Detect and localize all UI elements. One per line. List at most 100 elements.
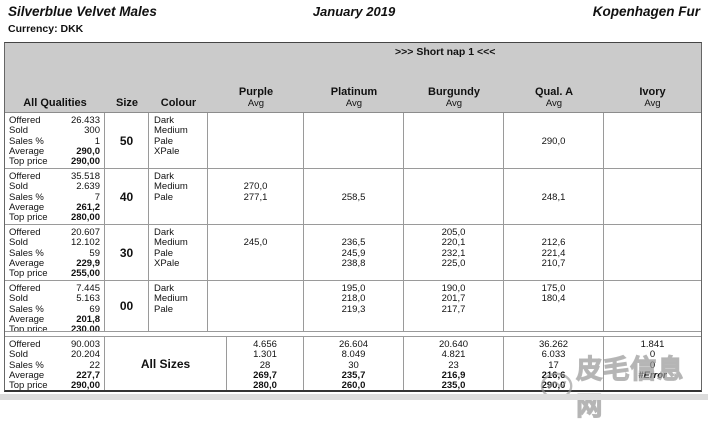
stat-value: 290,0	[76, 145, 100, 157]
stat-line: Sales % 69	[9, 303, 100, 315]
value-line: 220,1	[441, 237, 466, 249]
value-line	[208, 259, 303, 269]
value-line: 195,0	[341, 283, 366, 294]
qual_a-value-cell: 248,1	[504, 169, 604, 224]
ivory-value-cell	[604, 281, 701, 331]
col-header-ivory: Ivory Avg	[639, 86, 666, 109]
value-line	[604, 305, 701, 315]
stat-label: Average	[9, 313, 45, 325]
stat-value: 2.639	[76, 181, 100, 193]
value-line	[304, 147, 403, 157]
platinum-value-cell: 26.604 8.049 30 235,7 260,0	[304, 337, 404, 390]
stat-value: 69	[89, 303, 100, 315]
stat-value: 26.433	[70, 115, 100, 126]
col-header-platinum: Platinum Avg	[330, 86, 378, 109]
stat-value: 290,00	[70, 380, 100, 390]
value-line: 290,0	[541, 380, 566, 390]
currency-label: Currency: DKK	[8, 23, 84, 35]
colour-name: Pale	[154, 247, 174, 259]
stat-line: Top price 290,00	[9, 380, 100, 390]
burgundy-value-cell: 205,0 220,1 232,1 225,0	[404, 225, 504, 280]
value-line: 235,0	[441, 380, 466, 390]
colour-name: Dark	[154, 227, 175, 238]
value-line: 212,6	[541, 237, 566, 249]
totals-separator	[5, 332, 701, 337]
qualities-stats-cell: Offered 7.445 Sold 5.163 Sales % 69 Average 201…	[5, 281, 105, 331]
stat-label: Sold	[9, 125, 29, 137]
colour-name: Medium	[154, 237, 188, 249]
colour-list: Dark Medium Pale XPale	[149, 113, 208, 168]
colour-name: Dark	[154, 115, 175, 126]
platinum-value-cell: 195,0 218,0 219,3	[304, 281, 404, 331]
value-line	[604, 259, 701, 269]
stat-label: Sold	[9, 293, 29, 305]
value-line	[404, 193, 503, 203]
value-line: 205,0	[441, 227, 466, 238]
table-body: Offered 26.433 Sold 300 Sales % 1 Average 290,0…	[5, 113, 701, 390]
stat-line: Average 229,9	[9, 258, 100, 269]
results-table: >>> Short nap 1 <<< All Qualities Size C…	[4, 42, 702, 392]
colour-list: Dark Medium Pale	[149, 281, 208, 331]
value-line	[404, 147, 503, 157]
value-line: 270,0	[243, 181, 268, 193]
stat-line: Top price 280,00	[9, 212, 100, 224]
stat-value: 7	[94, 191, 100, 203]
value-line: 20.640	[438, 339, 469, 350]
value-line	[604, 193, 701, 203]
value-line: 0	[649, 359, 656, 371]
stat-value: 290,00	[70, 156, 100, 168]
value-line	[504, 305, 603, 315]
stat-line: Average 261,2	[9, 201, 100, 213]
stat-value: 261,2	[76, 201, 100, 213]
stat-line: Offered 26.433	[9, 115, 100, 126]
stat-label: Sold	[9, 349, 29, 361]
stat-value: 7.445	[76, 283, 100, 294]
value-line: 23	[448, 359, 459, 371]
value-line: 245,9	[341, 247, 366, 259]
report-header: Silverblue Velvet Males January 2019 Kop…	[0, 4, 708, 22]
stat-line: Average 201,8	[9, 313, 100, 325]
value-line: 17	[548, 359, 559, 371]
stat-line: Sales % 1	[9, 135, 100, 147]
colour-name: Pale	[154, 191, 174, 203]
column-header-row: All Qualities Size Colour Purple Avg Pla…	[5, 86, 701, 112]
stat-value: 5.163	[76, 293, 100, 305]
table-header: >>> Short nap 1 <<< All Qualities Size C…	[5, 43, 701, 113]
value-line: 4.821	[441, 349, 466, 361]
platinum-value-cell: 258,5	[304, 169, 404, 224]
stat-label: Average	[9, 369, 45, 381]
colour-name: XPale	[154, 145, 180, 157]
ivory-value-cell	[604, 113, 701, 168]
stat-line: Sold 5.163	[9, 293, 100, 305]
report-title: Silverblue Velvet Males	[8, 4, 157, 19]
colour-name: Dark	[154, 283, 175, 294]
value-line: 4.656	[253, 339, 277, 350]
stat-line: Sold 12.102	[9, 237, 100, 248]
stat-label: Sales %	[9, 135, 44, 147]
stat-value: 22	[89, 359, 100, 371]
stat-label: Offered	[9, 171, 41, 182]
burgundy-value-cell	[404, 113, 504, 168]
value-line: 1.301	[253, 349, 277, 361]
stat-value: 90.003	[70, 339, 100, 350]
qualities-stats-cell: Offered 35.518 Sold 2.639 Sales % 7 Average 261…	[5, 169, 105, 224]
size-block-40: Offered 35.518 Sold 2.639 Sales % 7 Average 261…	[5, 169, 701, 225]
stat-line: Offered 90.003	[9, 339, 100, 350]
value-line: 6.033	[541, 349, 566, 361]
value-line	[208, 147, 303, 157]
stat-line: Sales % 22	[9, 359, 100, 371]
stat-label: Top price	[9, 268, 48, 280]
colour-name: Dark	[154, 171, 175, 182]
size-label: 50	[105, 113, 149, 168]
stat-label: Offered	[9, 115, 41, 126]
value-line: 30	[348, 359, 359, 371]
stat-label: Top price	[9, 212, 48, 224]
stat-label: Average	[9, 201, 45, 213]
stat-value: 300	[84, 125, 100, 137]
value-line	[504, 147, 603, 157]
section-label: >>> Short nap 1 <<<	[395, 46, 496, 58]
stat-value: 35.518	[70, 171, 100, 182]
value-line: 1.841	[640, 339, 665, 350]
stat-value: 1	[94, 135, 100, 147]
stat-line: Top price 290,00	[9, 156, 100, 168]
